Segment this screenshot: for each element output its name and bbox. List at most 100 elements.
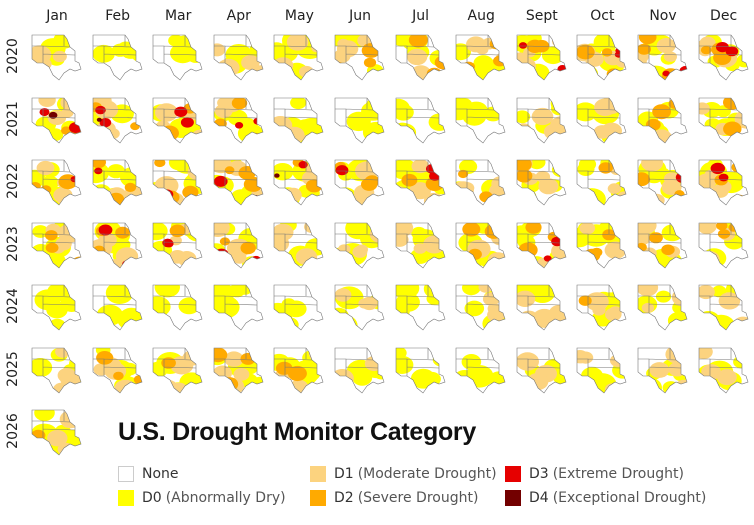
drought-map-2025-jun — [334, 347, 385, 393]
drought-map-2024-jan — [31, 284, 82, 331]
state-borders — [152, 159, 203, 206]
state-borders — [637, 222, 688, 268]
drought-area-d2 — [363, 57, 377, 68]
state-borders — [577, 159, 627, 206]
drought-map-2023-jul — [395, 222, 445, 268]
drought-area-d3 — [39, 107, 50, 116]
legend-swatch — [505, 490, 521, 506]
state-borders — [516, 222, 567, 268]
state-borders — [455, 97, 506, 143]
drought-area-d2 — [727, 222, 739, 232]
drought-map-2021-dec — [698, 97, 748, 143]
drought-map-2020-sept — [516, 34, 567, 81]
drought-area-d2 — [35, 444, 47, 453]
state-borders — [274, 97, 324, 143]
drought-map-2025-jul — [395, 347, 445, 393]
drought-map-2024-jul — [395, 284, 445, 331]
legend-item-d1: D1 (Moderate Drought) — [310, 466, 497, 482]
drought-area-d2 — [129, 121, 140, 130]
year-label: 2020 — [5, 38, 21, 74]
drought-area-d2 — [124, 182, 136, 192]
drought-map-2025-jan — [31, 347, 82, 393]
drought-area-d0 — [528, 160, 546, 170]
drought-area-d1 — [188, 160, 201, 169]
drought-area-d2 — [107, 192, 124, 205]
state-borders — [516, 284, 567, 331]
drought-area-d1 — [106, 127, 120, 139]
state-borders — [334, 347, 385, 393]
drought-area-d2 — [700, 45, 712, 55]
drought-map-2025-oct — [577, 347, 627, 393]
state-borders — [213, 34, 264, 81]
legend-description: (Abnormally Dry) — [165, 490, 286, 506]
drought-area-d1 — [592, 304, 606, 316]
drought-area-d0 — [48, 318, 66, 330]
drought-area-d0 — [698, 311, 720, 329]
state-borders — [334, 222, 385, 268]
drought-map-2020-dec — [698, 34, 748, 81]
drought-map-2024-nov — [637, 284, 688, 331]
drought-area-d1 — [649, 361, 670, 378]
drought-map-2023-jan — [31, 222, 82, 268]
drought-area-d1 — [406, 48, 427, 66]
drought-area-d2 — [428, 194, 439, 203]
drought-map-2020-apr — [213, 34, 264, 81]
drought-area-d3 — [99, 117, 111, 127]
state-borders — [516, 347, 567, 393]
drought-area-d2 — [276, 361, 293, 375]
drought-area-d2 — [240, 241, 256, 254]
drought-area-d2 — [220, 376, 238, 391]
drought-map-2022-apr — [213, 159, 264, 206]
drought-area-d2 — [231, 97, 247, 109]
drought-area-d1 — [698, 285, 715, 300]
legend-code: D0 — [142, 490, 162, 506]
month-label: Mar — [164, 8, 192, 24]
drought-area-d1 — [638, 126, 647, 137]
drought-area-d3 — [121, 259, 133, 268]
state-borders — [395, 347, 445, 393]
drought-area-d3 — [543, 254, 552, 262]
drought-area-d2 — [252, 257, 263, 268]
legend-code: D1 — [334, 466, 354, 482]
drought-area-d0 — [153, 222, 168, 240]
drought-map-2024-jun — [334, 284, 385, 331]
drought-area-d2 — [468, 248, 483, 260]
month-label: Jun — [349, 8, 371, 24]
drought-map-2024-apr — [213, 284, 264, 331]
drought-area-d2 — [516, 160, 532, 172]
state-borders — [31, 222, 82, 268]
drought-area-d2 — [598, 162, 614, 174]
drought-area-d0 — [462, 106, 487, 126]
drought-area-d1 — [361, 296, 378, 311]
drought-area-d2 — [243, 176, 263, 192]
drought-map-2022-oct — [577, 159, 627, 206]
drought-area-d1 — [299, 65, 315, 78]
drought-map-2025-dec — [698, 347, 748, 393]
drought-area-d1 — [169, 249, 187, 264]
drought-area-d0 — [153, 299, 165, 315]
drought-map-2021-oct — [577, 97, 627, 143]
drought-area-d0 — [516, 109, 530, 123]
year-label: 2022 — [5, 163, 21, 199]
drought-area-d0 — [32, 190, 48, 204]
drought-area-d2 — [169, 224, 186, 237]
state-borders — [31, 159, 82, 206]
legend-item-d0: D0 (Abnormally Dry) — [118, 490, 286, 506]
drought-area-d2 — [577, 44, 596, 60]
drought-area-d1 — [698, 222, 717, 233]
drought-area-d2 — [306, 179, 323, 193]
drought-area-d2 — [717, 228, 730, 239]
month-label: Feb — [105, 8, 130, 24]
drought-area-d2 — [555, 162, 566, 175]
drought-area-d1 — [610, 353, 627, 367]
month-label: Aug — [467, 8, 495, 24]
drought-map-2022-sept — [516, 159, 567, 206]
legend-title: U.S. Drought Monitor Category — [118, 418, 476, 446]
state-borders — [213, 222, 264, 268]
drought-area-d1 — [594, 124, 612, 139]
drought-area-d3 — [174, 106, 188, 117]
drought-area-d2 — [638, 35, 657, 45]
drought-area-d0 — [32, 63, 49, 80]
drought-area-d1 — [375, 285, 384, 294]
state-borders — [698, 97, 748, 143]
